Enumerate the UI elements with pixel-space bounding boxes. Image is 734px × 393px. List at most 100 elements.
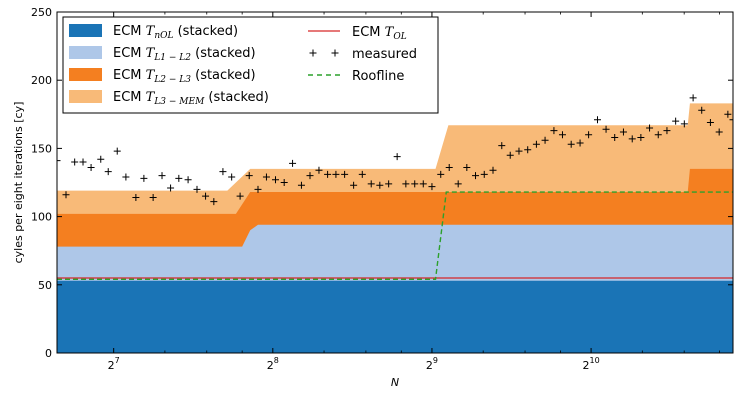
measured-point [175,174,183,182]
measured-point [593,116,601,124]
x-tick-label: 210 [582,356,599,372]
measured-point [715,128,723,136]
measured-point [506,151,514,159]
measured-point [419,180,427,188]
area-1 [57,280,733,353]
measured-point [87,163,95,171]
measured-point [611,133,619,141]
measured-point [480,170,488,178]
measured-point [113,147,121,155]
measured-point [140,174,148,182]
legend-label-tl2l3: ECM TL2 − L3 (stacked) [113,68,256,85]
measured-point [358,170,366,178]
measured-point [550,127,558,135]
measured-point [167,184,175,192]
x-axis-ticks: 27 28 29 210 [108,12,720,372]
measured-point [324,170,332,178]
measured-point [663,127,671,135]
measured-point [445,163,453,171]
measured-point [332,170,340,178]
measured-point [672,117,680,125]
y-tick-label: 0 [45,347,52,360]
y-axis-label: cyles per eight iterations [cy] [12,102,25,264]
legend-swatch-tl2l3 [69,68,102,81]
measured-point [489,166,497,174]
measured-point [219,168,227,176]
legend-swatch-tnol [69,24,102,37]
measured-point [193,185,201,193]
measured-point [646,124,654,132]
x-axis-label: N [391,376,399,389]
measured-point [376,181,384,189]
y-tick-label: 50 [38,279,52,292]
legend-label-tnol: ECM TnOL (stacked) [113,24,238,41]
legend-label-roofline: Roofline [352,69,404,84]
y-tick-label: 150 [31,142,52,155]
measured-point [724,110,732,118]
stacked-areas [57,103,733,353]
legend-swatch-tl3mem [69,90,102,103]
chart-lines [57,191,733,281]
roofline-line [57,191,733,281]
measured-point [628,135,636,143]
measured-point [306,172,314,180]
measured-point [558,131,566,139]
x-tick-label: 29 [426,356,438,372]
y-tick-label: 100 [31,211,52,224]
measured-point [585,131,593,139]
measured-point [532,140,540,148]
measured-point [79,158,87,166]
measured-point [289,159,297,167]
measured-point [132,194,140,202]
measured-point [463,163,471,171]
x-tick-label: 27 [108,356,120,372]
measured-point [254,185,262,193]
measured-point [97,155,105,163]
measured-point [637,133,645,141]
measured-point [524,146,532,154]
measured-point [271,176,279,184]
measured-point [184,176,192,184]
legend-label-tol: ECM TOL [352,25,407,42]
measured-point [411,180,419,188]
measured-point [149,194,157,202]
y-axis-ticks: 0 50 100 150 200 250 [31,6,733,360]
measured-point [62,191,70,199]
measured-point [71,158,79,166]
measured-point [245,172,253,180]
measured-point [104,168,112,176]
measured-point [576,139,584,147]
measured-point [122,173,130,181]
x-tick-label: 28 [267,356,279,372]
measured-point [654,131,662,139]
measured-point [350,181,358,189]
measured-point [729,116,733,124]
legend-label-tl3mem: ECM TL3 − MEM (stacked) [113,90,269,107]
measured-point [228,173,236,181]
measured-point [393,153,401,161]
measured-point [367,180,375,188]
measured-point [689,94,697,102]
chart-legend: ECM TnOL (stacked) ECM TL1 − L2 (stacked)… [62,16,439,114]
measured-point [619,128,627,136]
legend-swatch-measured [309,49,317,57]
measured-point [158,172,166,180]
measured-point [498,142,506,150]
plot-frame [56,11,734,354]
legend-swatch-tl1l2 [69,46,102,59]
measured-point [262,173,270,181]
measured-point [315,166,323,174]
measured-markers [57,94,733,206]
measured-point [680,120,688,128]
measured-point [210,198,218,206]
measured-point [297,181,305,189]
measured-point [341,170,349,178]
measured-point [698,106,706,114]
legend-label-tl1l2: ECM TL1 − L2 (stacked) [113,46,256,63]
legend-swatch-measured [331,49,339,57]
measured-point [236,192,244,200]
legend-box [62,16,439,114]
measured-point [385,180,393,188]
y-tick-label: 200 [31,74,52,87]
